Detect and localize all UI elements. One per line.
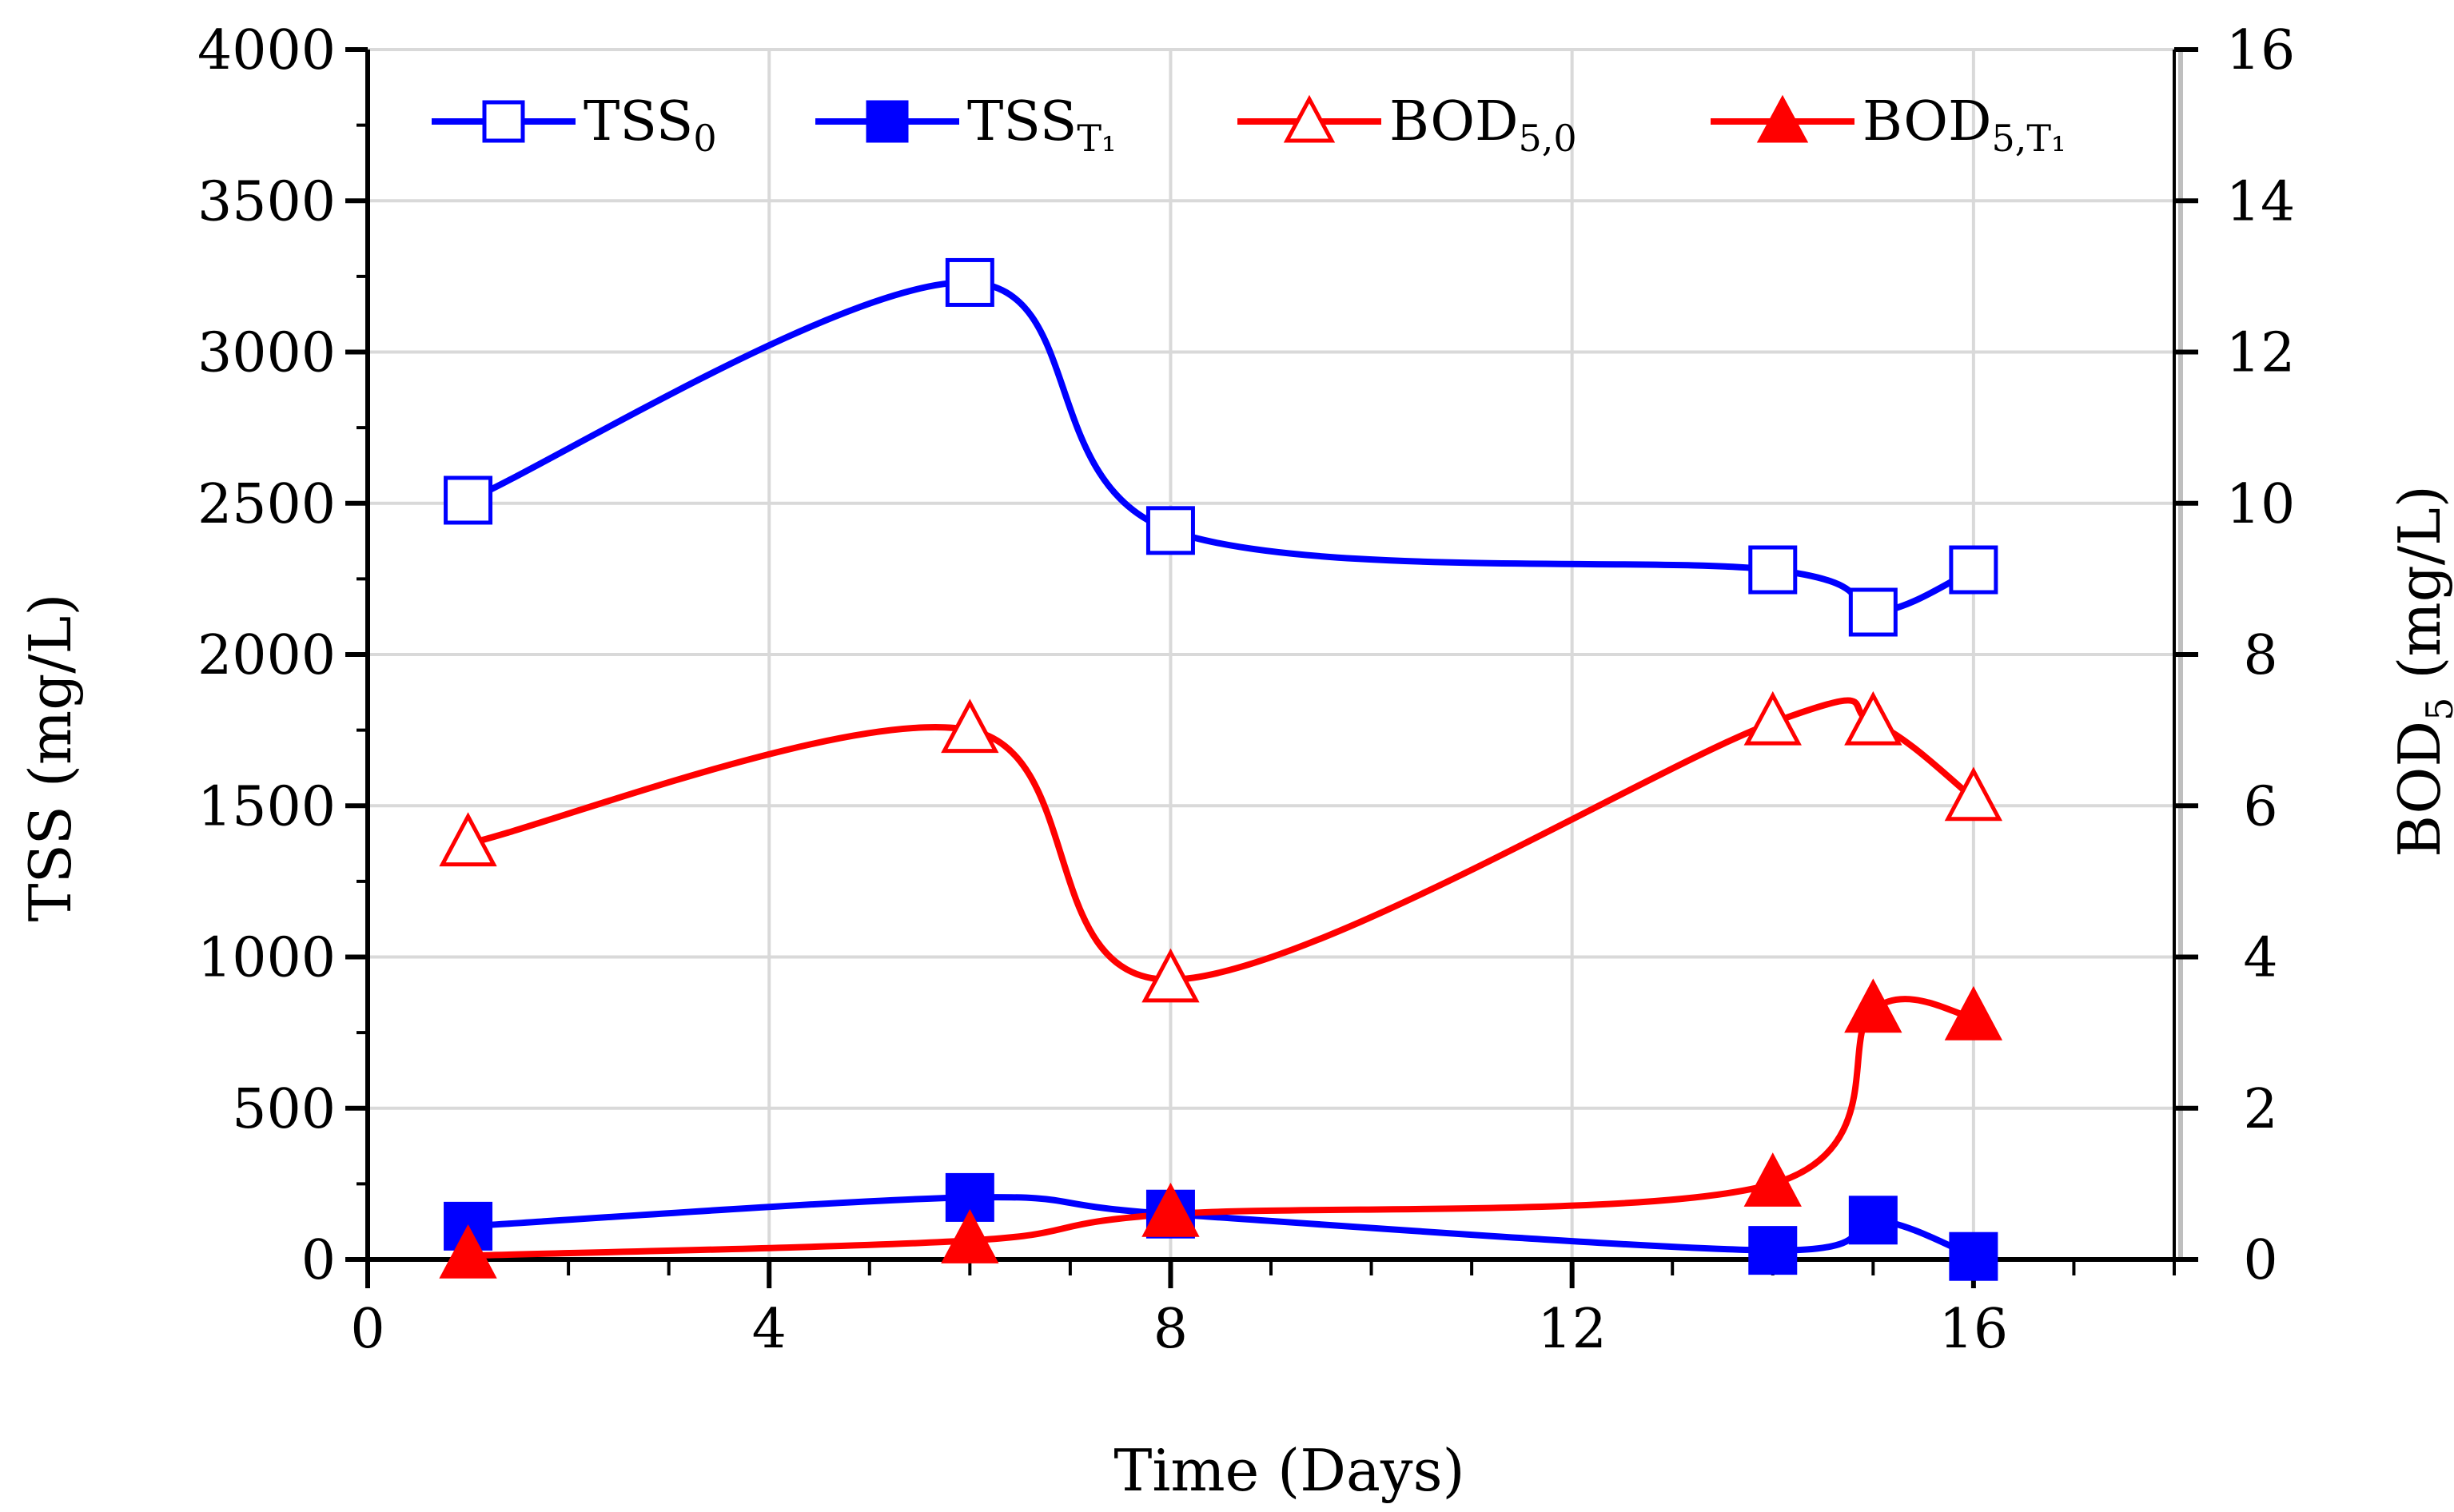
legend-marker-bod0 [1283, 94, 1336, 143]
data-point-bodt1 [1844, 978, 1902, 1033]
y-left-tick-label: 3500 [197, 170, 336, 233]
legend-marker-bodt1 [1756, 94, 1809, 143]
y-right-tick-label: 8 [2243, 624, 2277, 687]
data-point-bodt1 [1141, 1182, 1200, 1237]
legend-item-tss0: TSS0 [432, 90, 717, 160]
legend-label-tsst1: TSST₁ [967, 90, 1116, 160]
data-point-tsst1 [1748, 1226, 1798, 1275]
x-tick-label: 12 [1537, 1298, 1607, 1361]
y-left-tick-label: 500 [232, 1078, 336, 1141]
y-left-tick-label: 2000 [197, 624, 336, 687]
y-axis-left-title: TSS (mg/L) [17, 594, 84, 922]
data-point-bod0 [1944, 766, 2003, 822]
data-point-tss0 [945, 257, 994, 307]
grid-layer [368, 48, 2174, 1259]
legend-marker-tss0 [482, 100, 525, 143]
data-point-bod0 [1743, 690, 1802, 746]
y-left-tick-label: 2500 [197, 473, 336, 536]
y-axis-right-title-rest: (mg/L) [2386, 485, 2453, 698]
y-right-tick-label: 6 [2243, 775, 2277, 838]
y-right-tick-label: 14 [2226, 170, 2296, 233]
series-line-bod0 [464, 697, 1977, 983]
legend-item-bod0: BOD5,0 [1237, 90, 1577, 160]
y-axis-right-title: BOD5 (mg/L) [2386, 485, 2454, 857]
y-axis-right-title-main: BOD [2386, 721, 2453, 857]
data-point-tsst1 [1949, 1231, 1998, 1281]
y-right-tick-label: 12 [2226, 322, 2296, 385]
y-axis-right-title-sub: 5 [2418, 698, 2454, 721]
x-tick-label: 4 [752, 1298, 787, 1361]
y-right-tick-label: 16 [2226, 19, 2296, 82]
legend-label-bodt1: BOD5,T₁ [1862, 90, 2066, 160]
x-tick-label: 0 [350, 1298, 384, 1361]
data-point-bodt1 [1944, 985, 2003, 1040]
ticks-layer: 0 4 8 12 16 0 500 1000 1500 2000 2500 3000 3500 4000 0… [197, 19, 2295, 1361]
data-point-bod0 [1844, 690, 1902, 746]
legend-label-bod0: BOD5,0 [1389, 90, 1577, 160]
legend-item-bodt1: BOD5,T₁ [1711, 90, 2066, 160]
y-right-tick-label: 2 [2243, 1078, 2277, 1141]
y-right-tick-label: 10 [2226, 473, 2296, 536]
legend-label-tss0: TSS0 [584, 90, 717, 160]
data-point-tss0 [1848, 587, 1898, 637]
data-point-bod0 [941, 698, 999, 754]
data-point-tss0 [1748, 545, 1798, 595]
legend-item-tsst1: TSST₁ [815, 90, 1116, 160]
y-left-tick-label: 0 [301, 1229, 336, 1292]
data-point-bodt1 [1743, 1152, 1802, 1207]
x-tick-label: 16 [1939, 1298, 2009, 1361]
data-point-tss0 [1145, 506, 1195, 555]
data-point-tss0 [444, 475, 493, 525]
legend: TSS0 TSST₁ BOD5,0 BOD5,T₁ [432, 90, 2066, 160]
y-left-tick-label: 1000 [197, 927, 336, 990]
legend-marker-tsst1 [866, 100, 909, 143]
x-tick-label: 8 [1153, 1298, 1188, 1361]
y-left-tick-label: 3000 [197, 322, 336, 385]
data-point-bod0 [1141, 948, 1200, 1003]
data-point-bod0 [439, 812, 497, 867]
y-left-tick-label: 4000 [197, 19, 336, 82]
y-right-tick-label: 4 [2243, 927, 2277, 990]
data-point-bodt1 [439, 1224, 497, 1279]
y-left-tick-label: 1500 [197, 775, 336, 838]
data-point-tss0 [1949, 545, 1998, 595]
markers-layer [439, 257, 2003, 1281]
data-point-bodt1 [941, 1209, 999, 1263]
y-right-tick-label: 0 [2243, 1229, 2277, 1292]
x-axis-title: Time (Days) [1113, 1437, 1464, 1504]
data-point-tsst1 [1848, 1196, 1898, 1245]
